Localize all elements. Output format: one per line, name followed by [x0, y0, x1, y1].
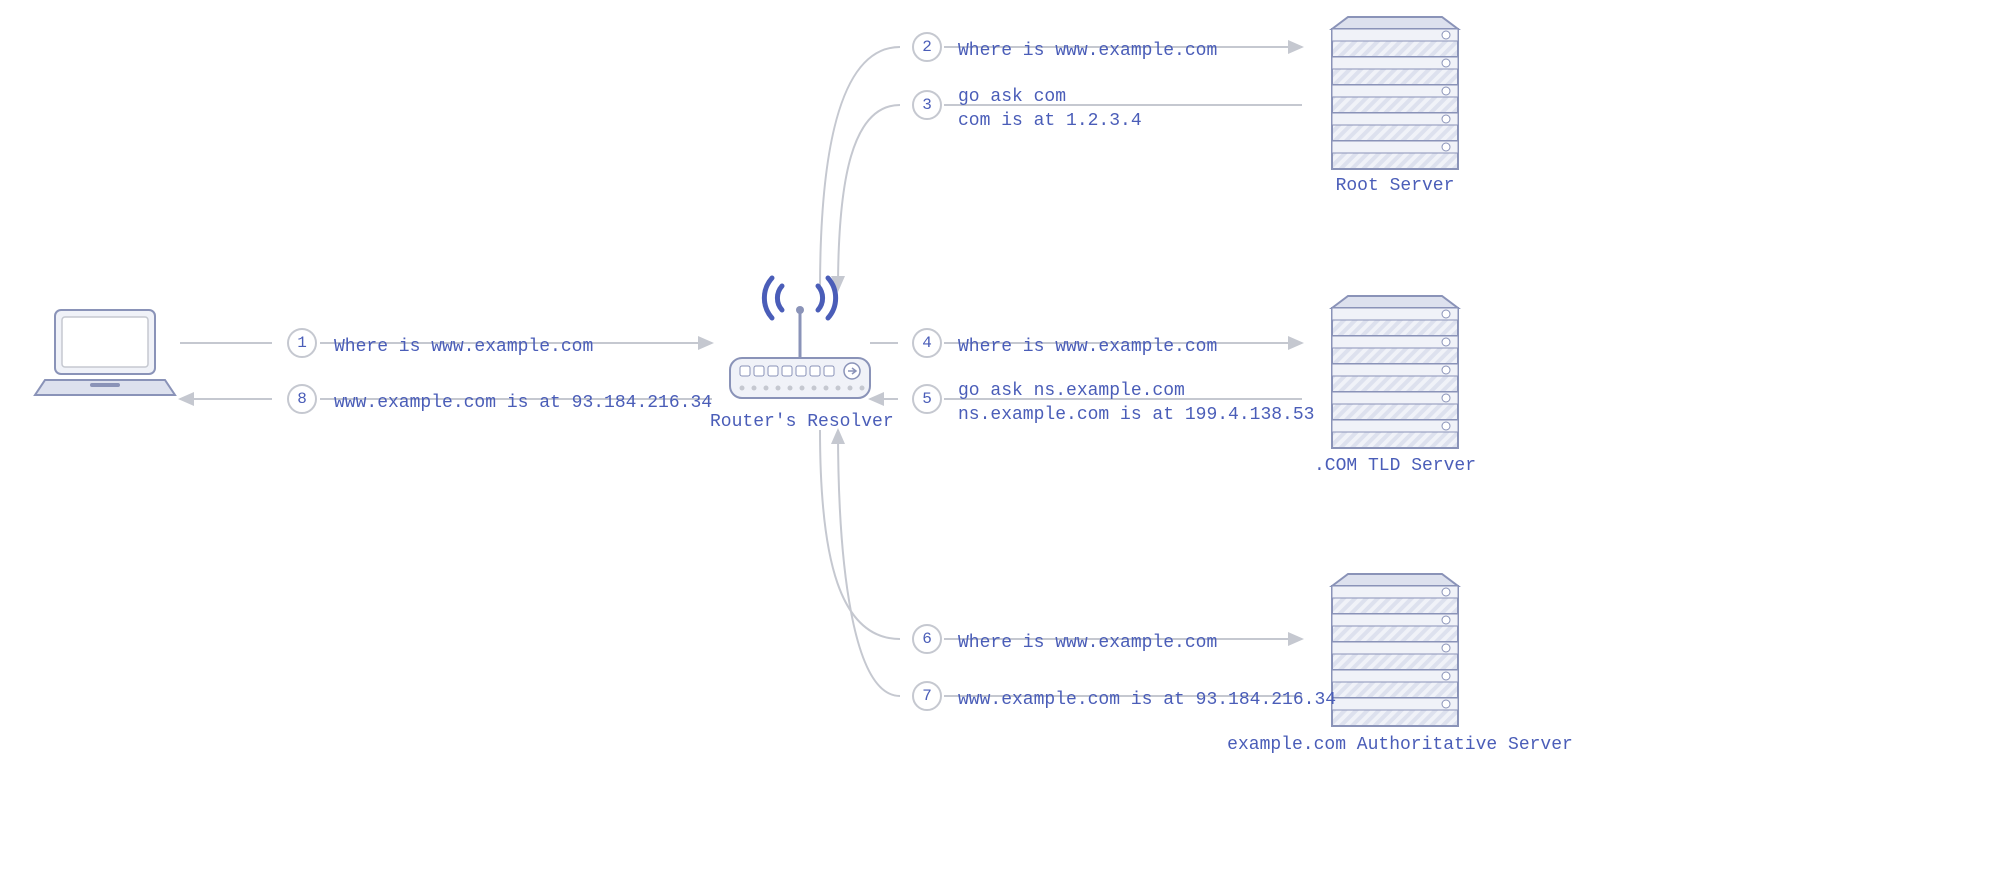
step-text: go ask ns.example.comns.example.com is a… [958, 379, 1314, 428]
step-text: Where is www.example.com [958, 335, 1217, 359]
step-badge: 2 [912, 32, 942, 62]
diagram-canvas [0, 0, 2010, 894]
root-server-label: Root Server [1315, 176, 1475, 196]
step-text: www.example.com is at 93.184.216.34 [334, 391, 712, 415]
step-badge: 3 [912, 90, 942, 120]
step-badge: 5 [912, 384, 942, 414]
router-icon [730, 278, 870, 398]
router-label: Router's Resolver [710, 412, 890, 432]
step-text: go ask comcom is at 1.2.3.4 [958, 85, 1142, 134]
flow-arrow [838, 105, 900, 290]
tld-server-label: .COM TLD Server [1305, 456, 1485, 476]
auth_server-icon [1332, 574, 1458, 726]
root_server-icon [1332, 17, 1458, 169]
step-text: www.example.com is at 93.184.216.34 [958, 688, 1336, 712]
flow-arrow [820, 47, 900, 290]
laptop-icon [35, 310, 175, 395]
step-badge: 8 [287, 384, 317, 414]
step-text: Where is www.example.com [334, 335, 593, 359]
tld_server-icon [1332, 296, 1458, 448]
step-badge: 7 [912, 681, 942, 711]
step-badge: 4 [912, 328, 942, 358]
auth-server-label: example.com Authoritative Server [1200, 735, 1600, 755]
step-text: Where is www.example.com [958, 39, 1217, 63]
step-text: Where is www.example.com [958, 631, 1217, 655]
flow-arrow [820, 430, 900, 639]
step-badge: 1 [287, 328, 317, 358]
flow-arrow [838, 430, 900, 696]
step-badge: 6 [912, 624, 942, 654]
